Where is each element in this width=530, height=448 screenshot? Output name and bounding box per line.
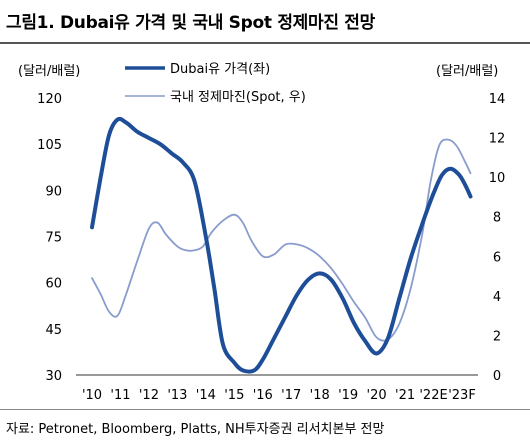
- x-tick-label: '14: [196, 388, 216, 403]
- x-tick-label: '15: [224, 388, 244, 403]
- right-tick-label: 8: [493, 211, 501, 226]
- series-line-refining-margin: [91, 138, 472, 342]
- x-tick-label: '22E: [419, 388, 447, 403]
- source-note: 자료: Petronet, Bloomberg, Platts, NH투자증권 …: [6, 422, 385, 437]
- series-layer: [90, 116, 473, 374]
- chart-title: 그림1. Dubai유 가격 및 국내 Spot 정제마진 전망: [6, 13, 375, 33]
- left-tick-label: 105: [37, 138, 62, 153]
- right-tick-label: 4: [493, 290, 501, 305]
- left-tick-label: 75: [45, 231, 62, 246]
- x-axis-ticks: '10 '11 '12 '13 '14 '15 '16 '17 '18 '19 '20 '21 '22E…: [82, 388, 476, 403]
- right-axis-ticks: 0 2 4 6 8 10 12 14: [489, 92, 506, 384]
- x-tick-label: '20: [367, 388, 387, 403]
- legend-label-margin: 국내 정제마진(Spot, 우): [170, 90, 306, 105]
- x-tick-label: '13: [167, 388, 187, 403]
- series-line-dubai: [90, 116, 473, 374]
- right-tick-label: 10: [489, 171, 506, 186]
- legend-label-dubai: Dubai유 가격(좌): [170, 62, 270, 77]
- right-tick-label: 0: [493, 369, 501, 384]
- left-tick-label: 60: [45, 277, 62, 292]
- right-axis-unit: (달러/배럴): [436, 64, 498, 79]
- x-tick-label: '19: [338, 388, 358, 403]
- x-tick-label: '10: [82, 388, 102, 403]
- left-tick-label: 90: [45, 184, 62, 199]
- right-tick-label: 12: [489, 132, 506, 147]
- x-tick-label: '11: [110, 388, 130, 403]
- left-axis-unit: (달러/배럴): [18, 64, 80, 79]
- x-tick-label: '23F: [448, 388, 476, 403]
- left-axis-ticks: 30 45 60 75 90 105 120: [37, 92, 62, 384]
- title-rule: [0, 42, 530, 44]
- left-tick-label: 30: [45, 369, 62, 384]
- x-tick-label: '17: [281, 388, 301, 403]
- x-tick-label: '16: [253, 388, 273, 403]
- left-tick-label: 45: [45, 323, 62, 338]
- left-tick-label: 120: [37, 92, 62, 107]
- x-tick-label: '18: [310, 388, 330, 403]
- line-chart: (달러/배럴) (달러/배럴) Dubai유 가격(좌) 국내 정제마진(Spo…: [18, 62, 506, 403]
- right-tick-label: 6: [493, 250, 501, 265]
- source-rule: [0, 409, 530, 410]
- right-tick-label: 14: [489, 92, 506, 107]
- x-tick-label: '12: [139, 388, 159, 403]
- right-tick-label: 2: [493, 329, 501, 344]
- x-tick-label: '21: [395, 388, 415, 403]
- legend: Dubai유 가격(좌) 국내 정제마진(Spot, 우): [125, 62, 306, 105]
